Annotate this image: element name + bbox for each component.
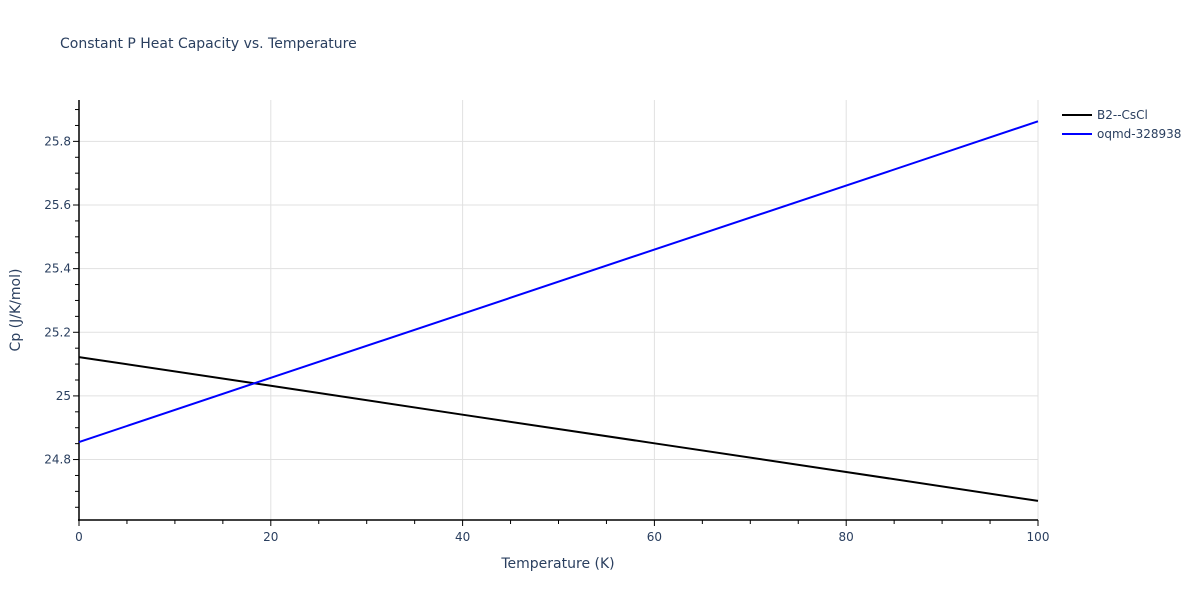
x-tick-label: 20 <box>263 530 278 544</box>
x-axis-title: Temperature (K) <box>500 556 614 572</box>
legend-label: B2--CsCl <box>1097 108 1148 122</box>
x-tick-label: 0 <box>75 530 83 544</box>
legend-item[interactable]: oqmd-328938 <box>1062 127 1181 141</box>
axes: 0 20 40 60 80 100 24.8 25 25.2 25.4 25.6 25.8 <box>44 100 1049 544</box>
chart-title: Constant P Heat Capacity vs. Temperature <box>60 36 357 52</box>
y-tick-label: 25.2 <box>44 325 71 339</box>
y-tick-label: 24.8 <box>44 453 71 467</box>
x-tick-label: 40 <box>455 530 470 544</box>
x-tick-label: 80 <box>839 530 854 544</box>
y-tick-label: 25.8 <box>44 134 71 148</box>
series-lines <box>78 120 1039 502</box>
x-tick-label: 60 <box>647 530 662 544</box>
y-tick-label: 25.6 <box>44 198 71 212</box>
y-axis-title: Cp (J/K/mol) <box>8 269 24 352</box>
legend[interactable]: B2--CsCl oqmd-328938 <box>1062 108 1181 141</box>
x-tick-label: 100 <box>1027 530 1050 544</box>
legend-label: oqmd-328938 <box>1097 127 1181 141</box>
legend-item[interactable]: B2--CsCl <box>1062 108 1148 122</box>
series-line-B2--CsCl <box>78 356 1039 502</box>
y-tick-label: 25.4 <box>44 262 71 276</box>
y-tick-label: 25 <box>56 389 71 403</box>
series-line-oqmd-328938 <box>78 120 1039 443</box>
grid-lines <box>79 100 1039 520</box>
